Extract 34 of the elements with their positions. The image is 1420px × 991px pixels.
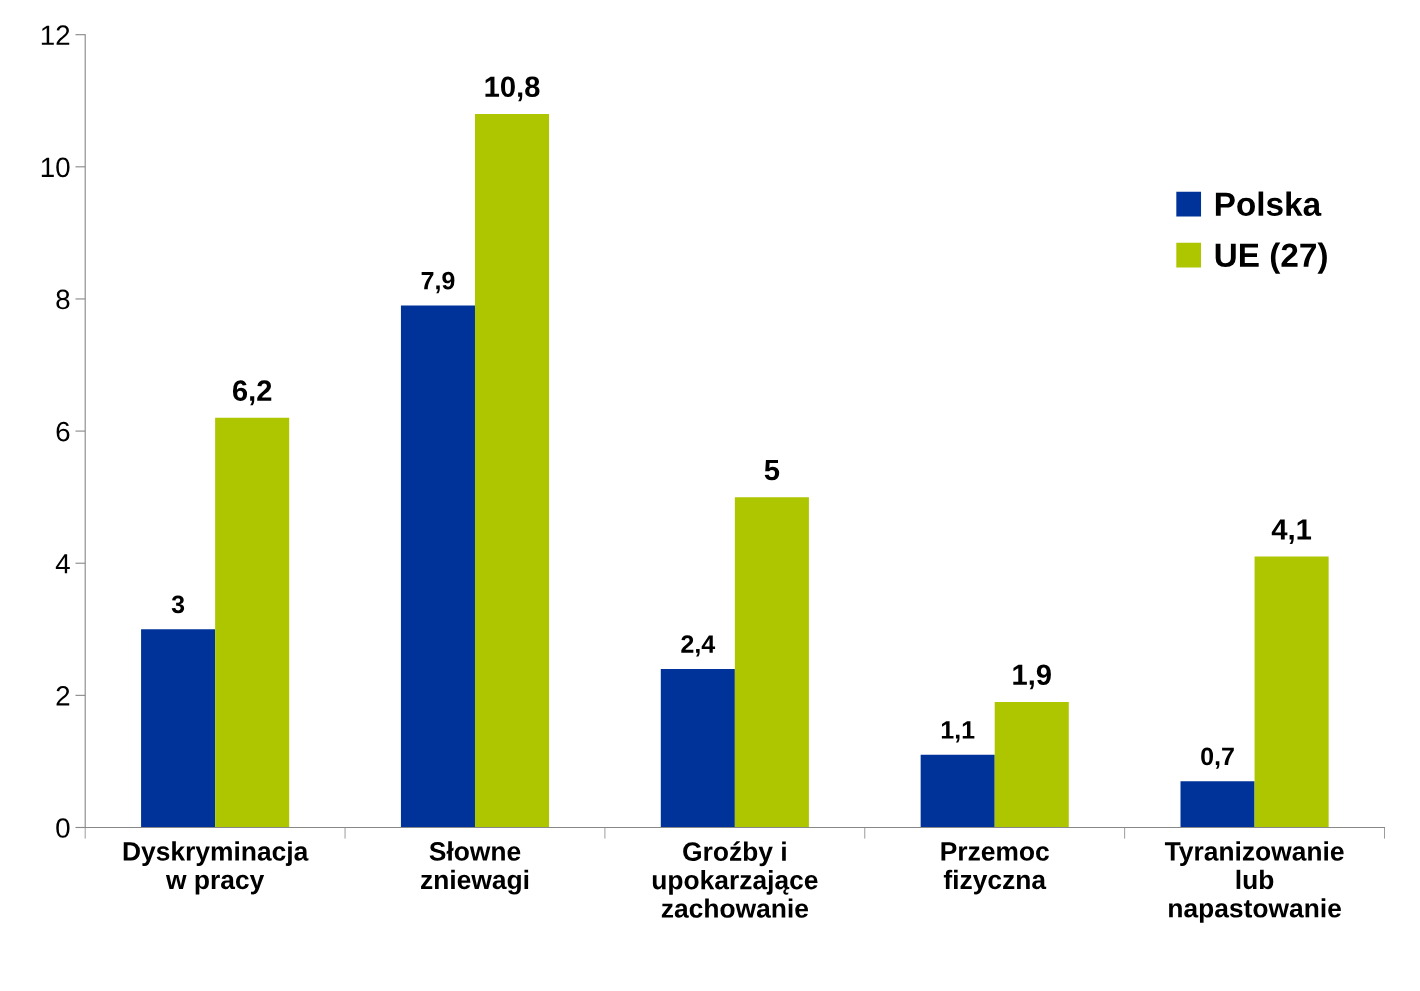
y-tick-label: 8	[56, 289, 70, 310]
x-tick-label: Przemoc fizyczna	[941, 842, 1049, 895]
data-label: 2,4	[681, 635, 716, 657]
bar	[994, 701, 1069, 828]
legend-label: Polska	[1215, 191, 1322, 217]
x-tick-label: Tyranizowanie lub napastowanie	[1164, 841, 1344, 923]
legend-label: UE (27)	[1215, 242, 1327, 274]
y-tick-label: 10	[41, 157, 70, 178]
data-label: 1,1	[941, 721, 975, 743]
x-tick-label: Groźby i upokarzające zachowanie	[652, 841, 818, 918]
data-label: 1,9	[1013, 664, 1051, 690]
bar	[141, 629, 216, 828]
y-tick-label: 6	[56, 421, 70, 442]
y-tick-label: 4	[55, 554, 70, 574]
x-tick-label: Dyskryminacja w pracy	[123, 841, 309, 895]
bar	[920, 754, 995, 828]
bar	[734, 497, 809, 828]
x-tick-label: Słowne zniewagi	[421, 841, 529, 895]
y-tick-label: 12	[41, 25, 70, 45]
bar	[660, 668, 735, 828]
data-label: 5	[764, 459, 780, 481]
bar	[1254, 556, 1329, 828]
y-tick-label: 0	[56, 818, 70, 838]
bar	[474, 113, 550, 828]
data-label: 7,9	[421, 271, 455, 294]
bar	[1180, 781, 1255, 828]
bar	[215, 417, 290, 828]
data-label: 10,8	[485, 76, 540, 102]
data-label: 3	[171, 595, 185, 614]
bar	[400, 305, 475, 828]
y-tick-label: 2	[56, 686, 70, 706]
data-label: 0,7	[1201, 747, 1234, 769]
data-label: 6,2	[232, 380, 272, 406]
data-label: 4,1	[1271, 519, 1312, 544]
